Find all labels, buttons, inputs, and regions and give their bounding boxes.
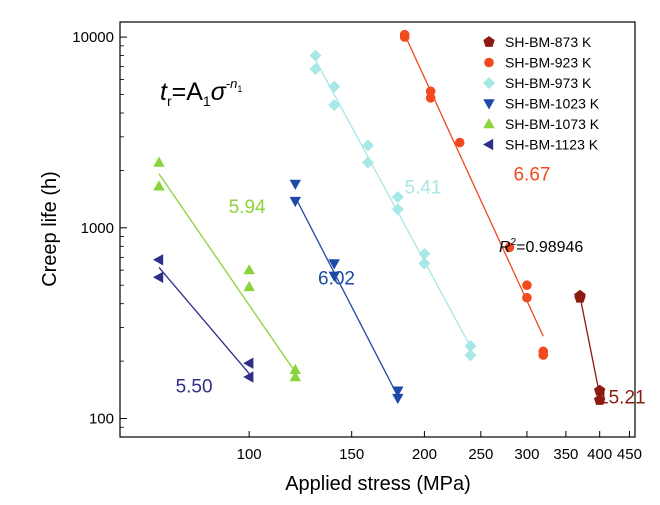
data-point xyxy=(289,363,301,374)
data-point xyxy=(309,49,322,62)
data-point xyxy=(362,156,374,169)
y-tick-label: 100 xyxy=(89,411,114,428)
data-point xyxy=(328,99,341,112)
equation-exponent: -n xyxy=(226,76,238,91)
legend: SH-BM-873 K SH-BM-923 K SH-BM-973 K SH-BM-1… xyxy=(483,34,600,153)
data-point xyxy=(594,384,606,396)
data-point xyxy=(243,357,254,369)
data-point xyxy=(392,393,404,405)
data-point xyxy=(153,156,165,167)
data-point xyxy=(425,93,436,103)
fit-line xyxy=(314,59,472,348)
equation-t-sub: r xyxy=(167,93,172,109)
r-squared-sup: 2 xyxy=(511,237,517,248)
data-point xyxy=(454,137,465,148)
slope-label: 5.41 xyxy=(405,177,442,198)
legend-label: SH-BM-923 K xyxy=(505,55,592,71)
equation-t: t xyxy=(160,78,168,106)
legend-marker xyxy=(483,99,495,110)
creep-equation: tr=A1σ-n1 xyxy=(160,76,242,109)
data-point xyxy=(328,80,341,93)
data-point xyxy=(418,257,431,270)
data-point xyxy=(362,139,374,152)
data-point xyxy=(153,180,165,191)
fit-lines xyxy=(158,34,601,397)
data-point xyxy=(522,280,532,291)
slope-label: 5.94 xyxy=(229,197,266,218)
x-tick-label: 400 xyxy=(587,446,612,463)
y-tick-label: 10000 xyxy=(72,29,114,46)
axis-ticks: 100 150 200 250 300 350 400 450 100 1000 10000 xyxy=(72,29,642,463)
data-point xyxy=(243,371,254,383)
data-point xyxy=(464,340,477,352)
slope-labels: 15.21 6.67 5.41 6.02 5.94 5.50 xyxy=(176,164,646,408)
x-axis-title: Applied stress (MPa) xyxy=(285,473,471,495)
data-point xyxy=(289,371,301,382)
data-point xyxy=(328,271,340,282)
data-point xyxy=(538,350,549,360)
slope-label: 6.67 xyxy=(513,164,550,185)
slope-label: 6.02 xyxy=(318,269,355,290)
plot-frame xyxy=(119,21,636,438)
slope-label: 15.21 xyxy=(598,388,646,409)
data-point xyxy=(594,394,606,405)
legend-label: SH-BM-1123 K xyxy=(505,137,599,153)
data-point xyxy=(392,386,404,397)
fit-line xyxy=(404,34,544,337)
data-point xyxy=(289,179,301,190)
r-squared-value: =0.98946 xyxy=(516,239,583,256)
data-point xyxy=(328,259,340,270)
data-points xyxy=(153,29,606,405)
data-point xyxy=(574,289,586,301)
data-point xyxy=(504,242,515,253)
data-point xyxy=(418,247,431,260)
x-tick-label: 150 xyxy=(339,446,364,463)
fit-line xyxy=(158,173,296,373)
legend-label: SH-BM-973 K xyxy=(505,75,592,91)
legend-label: SH-BM-1073 K xyxy=(505,116,600,132)
legend-marker xyxy=(483,118,495,129)
fit-line xyxy=(158,266,250,375)
x-tick-label: 350 xyxy=(553,446,578,463)
data-point xyxy=(153,271,164,283)
x-tick-label: 200 xyxy=(412,446,437,463)
data-point xyxy=(243,264,255,275)
fit-line xyxy=(579,296,601,396)
equation-exponent-sub: 1 xyxy=(237,84,242,94)
fit-line xyxy=(294,196,399,397)
x-tick-label: 250 xyxy=(468,446,493,463)
legend-marker xyxy=(483,77,495,89)
data-point xyxy=(309,63,322,75)
equation-a-sub: 1 xyxy=(203,93,211,109)
legend-label: SH-BM-1023 K xyxy=(505,96,600,112)
equation-eq: =A xyxy=(172,78,204,106)
data-point xyxy=(464,349,477,362)
slope-label: 5.50 xyxy=(176,377,213,398)
legend-marker xyxy=(483,138,494,151)
data-point xyxy=(522,292,532,303)
x-tick-label: 300 xyxy=(514,446,539,463)
data-point xyxy=(289,196,301,208)
y-tick-label: 1000 xyxy=(81,220,114,237)
data-point xyxy=(425,86,436,97)
x-tick-label: 450 xyxy=(617,446,642,463)
r-squared-r: R xyxy=(499,239,511,256)
r-squared-annotation: R2=0.98946 xyxy=(499,237,583,256)
data-point xyxy=(391,203,404,216)
x-tick-label: 100 xyxy=(237,446,262,463)
data-point xyxy=(153,254,164,266)
legend-label: SH-BM-873 K xyxy=(505,34,592,50)
data-point xyxy=(399,32,410,42)
legend-marker xyxy=(483,36,495,47)
y-axis-title: Creep life (h) xyxy=(39,171,61,287)
data-point xyxy=(391,191,404,203)
data-point xyxy=(243,280,255,292)
equation-sigma: σ xyxy=(211,78,227,106)
legend-marker xyxy=(484,57,494,68)
